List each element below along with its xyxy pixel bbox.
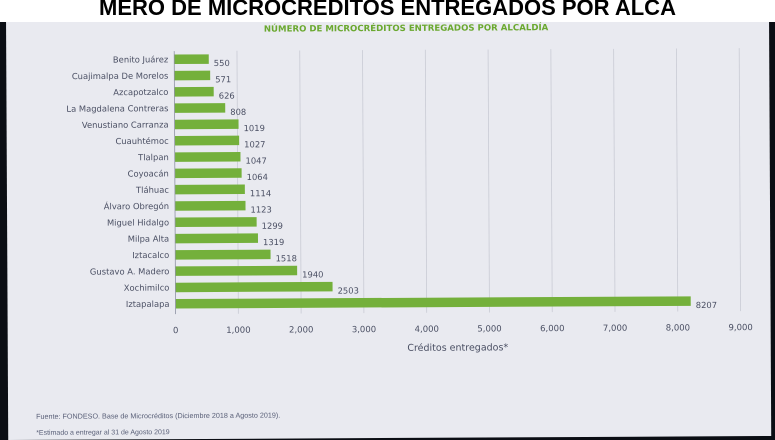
bar-chart: NÚMERO DE MICROCRÉDITOS ENTREGADOS POR A… — [66, 21, 753, 354]
bar — [174, 135, 240, 146]
estimate-footnote: *Estimado a entregar al 31 de Agosto 201… — [36, 429, 170, 437]
bar — [175, 249, 271, 260]
x-tick-label: 8,000 — [666, 323, 690, 333]
data-label: 1047 — [245, 156, 266, 166]
value-labels: 550 571 626 808 1019 1027 1047 1064 1114 1123 1299… — [214, 58, 717, 310]
data-label: 1019 — [244, 123, 265, 133]
category-label: Venustiano Carranza — [82, 120, 169, 130]
y-axis-line — [173, 51, 176, 315]
data-label: 550 — [214, 58, 230, 68]
gridline — [738, 48, 741, 312]
x-tick-label: 9,000 — [728, 323, 752, 333]
category-label: Cuajimalpa De Morelos — [72, 71, 169, 82]
x-tick-label: 4,000 — [415, 325, 439, 335]
banner-text: MERO DE MICROCRÉDITOS ENTREGADOS POR ALC… — [99, 0, 676, 20]
bar — [174, 119, 239, 130]
data-label: 808 — [230, 107, 246, 117]
bar — [175, 265, 298, 276]
category-label: Coyoacán — [128, 168, 169, 178]
bar — [174, 200, 246, 211]
category-label: Cuauhtémoc — [115, 136, 169, 146]
bar — [174, 184, 245, 195]
bar — [174, 151, 241, 162]
data-label: 626 — [219, 91, 235, 101]
bar — [174, 168, 242, 179]
cropped-banner-title: MERO DE MICROCRÉDITOS ENTREGADOS POR ALC… — [0, 0, 775, 22]
category-label: Iztapalapa — [126, 299, 170, 309]
x-axis-label: Créditos entregados* — [407, 342, 508, 354]
data-label: 1299 — [262, 221, 283, 231]
data-label: 1064 — [247, 172, 268, 182]
gridline — [487, 49, 490, 313]
x-tick-label: 0 — [173, 326, 178, 336]
bar — [175, 296, 691, 309]
gridline — [676, 48, 679, 312]
data-label: 2503 — [338, 286, 359, 296]
category-label: Miguel Hidalgo — [107, 217, 169, 227]
x-tick-label: 7,000 — [603, 324, 627, 334]
category-label: Azcapotzalco — [113, 87, 168, 97]
x-tick-labels: 0 1,000 2,000 3,000 4,000 5,000 6,000 7,000 8,00… — [173, 323, 753, 336]
category-label: Gustavo A. Madero — [90, 266, 169, 276]
x-tick-label: 5,000 — [477, 324, 501, 334]
chart-title: NÚMERO DE MICROCRÉDITOS ENTREGADOS POR A… — [264, 21, 549, 34]
bar — [175, 217, 257, 228]
gridline — [362, 50, 365, 314]
grid-layer — [236, 48, 741, 314]
bar — [174, 103, 226, 113]
x-tick-label: 1,000 — [226, 326, 250, 336]
data-label: 1114 — [250, 188, 271, 198]
bar — [174, 54, 209, 65]
gridline — [550, 49, 553, 313]
gridline — [613, 48, 616, 312]
x-tick-label: 3,000 — [352, 325, 376, 335]
document-page: NÚMERO DE MICROCRÉDITOS ENTREGADOS POR A… — [6, 10, 772, 440]
data-label: 1123 — [251, 204, 272, 214]
bar — [174, 86, 214, 97]
source-footnote: Fuente: FONDESO. Base de Microcréditos (… — [36, 410, 281, 421]
category-labels: Benito Juárez Cuajimalpa De Morelos Azcapo… — [66, 54, 170, 309]
category-label: Benito Juárez — [113, 54, 169, 64]
x-tick-label: 2,000 — [289, 325, 313, 335]
x-tick-label: 6,000 — [540, 324, 564, 334]
category-label: Milpa Alta — [128, 234, 170, 244]
bar — [174, 70, 211, 81]
data-label: 571 — [215, 74, 231, 84]
category-label: Tláhuac — [135, 185, 169, 195]
data-label: 1027 — [244, 139, 265, 149]
gridline — [299, 50, 302, 314]
bar — [175, 233, 259, 244]
data-label: 8207 — [696, 300, 717, 310]
data-label: 1518 — [276, 253, 297, 263]
data-label: 1940 — [302, 269, 323, 279]
category-label: Tlalpan — [137, 152, 169, 162]
gridline — [424, 49, 428, 313]
category-label: Xochimilco — [124, 282, 170, 292]
bar-layer — [174, 54, 691, 309]
bar — [175, 281, 333, 293]
category-label: Iztacalco — [132, 250, 169, 260]
data-label: 1319 — [263, 237, 284, 247]
category-label: Álvaro Obregón — [104, 200, 169, 211]
category-label: La Magdalena Contreras — [66, 103, 168, 114]
